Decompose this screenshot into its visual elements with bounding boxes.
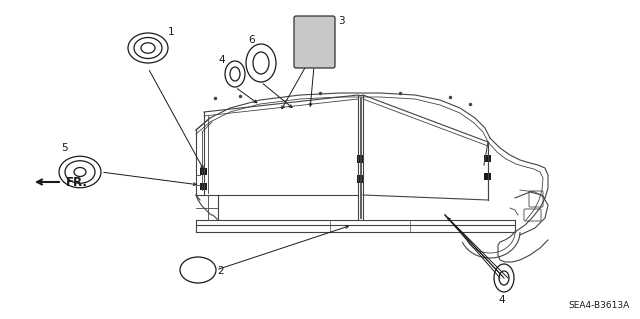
Text: 2: 2 [217, 266, 223, 276]
Text: SEA4-B3613A: SEA4-B3613A [569, 301, 630, 310]
Text: 4: 4 [499, 295, 506, 305]
Text: 4: 4 [219, 55, 225, 65]
Text: 5: 5 [61, 143, 68, 153]
Text: 6: 6 [249, 35, 255, 45]
Bar [484, 155, 491, 162]
Bar [357, 155, 364, 163]
Text: 1: 1 [168, 27, 175, 37]
Bar [484, 173, 491, 180]
FancyBboxPatch shape [294, 16, 335, 68]
Text: 3: 3 [338, 16, 344, 26]
Bar [200, 168, 207, 175]
Bar [200, 183, 207, 190]
Bar [357, 175, 364, 183]
Text: FR.: FR. [66, 175, 88, 189]
